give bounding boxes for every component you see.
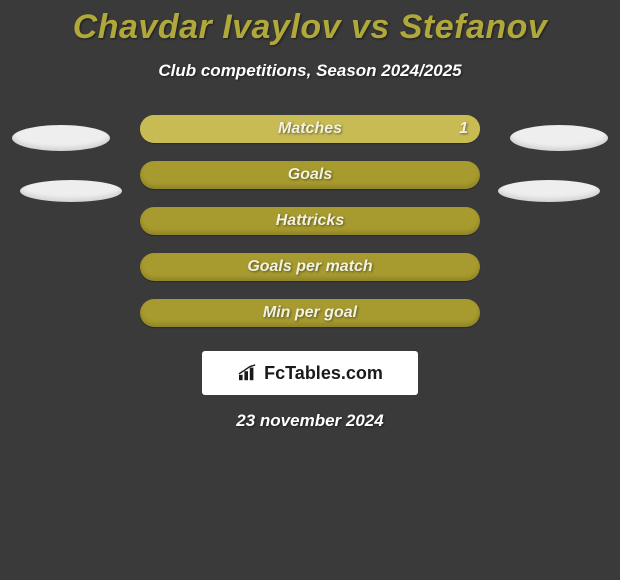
logo-text: FcTables.com [264,363,383,384]
page-subtitle: Club competitions, Season 2024/2025 [0,61,620,81]
stat-bar: Hattricks [140,207,480,235]
stat-label: Goals [288,166,332,184]
stat-label: Goals per match [247,258,372,276]
stat-row-hattricks: Hattricks [0,207,620,235]
stat-row-goals-per-match: Goals per match [0,253,620,281]
stat-bar: Matches 1 [140,115,480,143]
stat-label: Min per goal [263,304,357,322]
bar-chart-icon [237,364,259,382]
stat-bar: Goals per match [140,253,480,281]
stat-bar: Min per goal [140,299,480,327]
generated-date: 23 november 2024 [0,411,620,431]
page-title: Chavdar Ivaylov vs Stefanov [0,8,620,47]
stat-row-matches: Matches 1 [0,115,620,143]
stat-row-goals: Goals [0,161,620,189]
stat-bar: Goals [140,161,480,189]
stat-row-min-per-goal: Min per goal [0,299,620,327]
source-logo: FcTables.com [202,351,418,395]
stat-value: 1 [459,120,468,138]
comparison-infographic: Chavdar Ivaylov vs Stefanov Club competi… [0,0,620,580]
stat-label: Matches [278,120,342,138]
stat-label: Hattricks [276,212,344,230]
